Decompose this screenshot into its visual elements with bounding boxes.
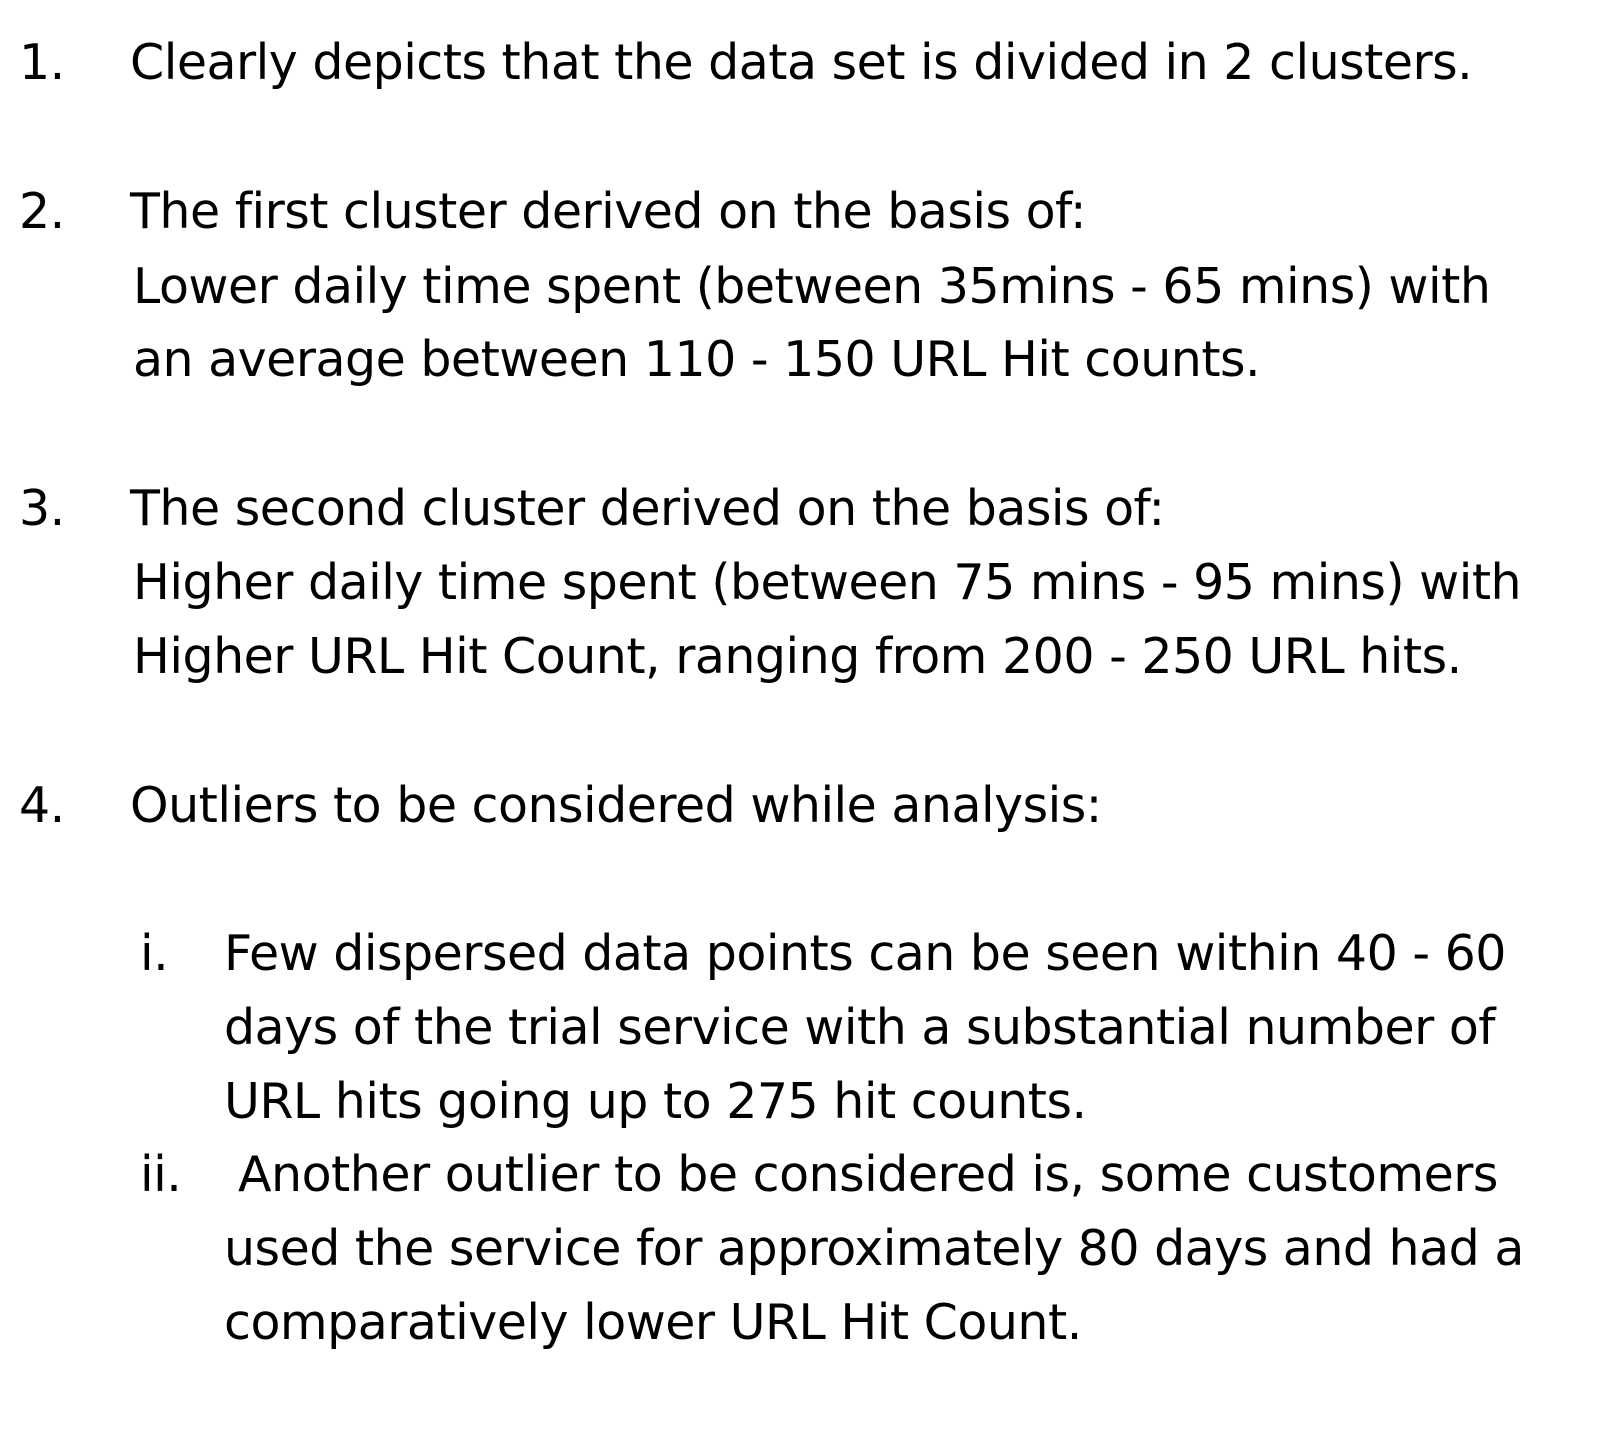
item-3-number: 3. [19,480,65,537]
subitem-i-text-line: URL hits going up to 275 hit counts. [224,1073,1087,1130]
item-3-text-line: Higher daily time spent (between 75 mins… [133,554,1522,611]
item-2-number: 2. [19,183,65,240]
subitem-ii-text-line: used the service for approximately 80 da… [224,1220,1524,1277]
item-2-text-line: an average between 110 - 150 URL Hit cou… [133,331,1261,388]
subitem-i-number: i. [140,925,169,982]
subitem-i-text-line: Few dispersed data points can be seen wi… [224,925,1506,982]
subitem-ii-text-line: Another outlier to be considered is, som… [238,1146,1498,1203]
subitem-i-text-line: days of the trial service with a substan… [224,999,1496,1056]
subitem-ii-number: ii. [140,1146,182,1203]
subitem-ii-text-line: comparatively lower URL Hit Count. [224,1294,1082,1351]
item-3-heading: The second cluster derived on the basis … [130,480,1165,537]
item-1-text: Clearly depicts that the data set is div… [130,34,1473,91]
item-2-heading: The first cluster derived on the basis o… [130,183,1087,240]
item-4-number: 4. [19,777,65,834]
item-2-text-line: Lower daily time spent (between 35mins -… [133,258,1491,315]
item-1-number: 1. [19,34,65,91]
item-3-text-line: Higher URL Hit Count, ranging from 200 -… [133,628,1462,685]
item-4-heading: Outliers to be considered while analysis… [130,777,1102,834]
